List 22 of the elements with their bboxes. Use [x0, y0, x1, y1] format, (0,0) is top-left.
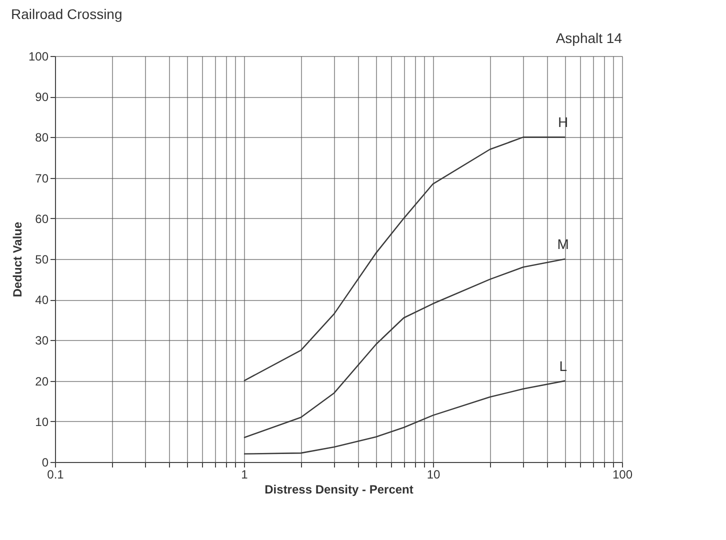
y-tick-label: 20 — [35, 374, 49, 388]
y-tick-label: 80 — [35, 130, 49, 145]
x-axis-title: Distress Density - Percent — [264, 482, 414, 496]
x-tick-label: 10 — [426, 468, 440, 482]
y-tick-label: 70 — [35, 171, 49, 186]
y-tick-label: 90 — [35, 90, 49, 104]
text: Asphalt 14 — [556, 30, 622, 46]
chart-title: Railroad Crossing — [10, 6, 122, 22]
y-tick-label: 60 — [35, 212, 49, 226]
y-axis-title: Deduct Value — [10, 221, 24, 298]
y-tick-label: 0 — [42, 456, 49, 470]
y-tick-label: 10 — [35, 414, 49, 429]
y-tick-label: 100 — [28, 50, 49, 64]
x-tick-label: 100 — [612, 468, 633, 482]
x-tick-label: 1 — [241, 468, 248, 482]
series-label: L — [559, 358, 568, 374]
y-tick-label: 50 — [35, 252, 49, 266]
x-tick-label: 0.1 — [47, 468, 64, 482]
y-tick-label: 40 — [35, 293, 49, 308]
series-label: H — [558, 114, 568, 130]
series-label: M — [557, 236, 569, 252]
y-tick-label: 30 — [35, 334, 49, 348]
